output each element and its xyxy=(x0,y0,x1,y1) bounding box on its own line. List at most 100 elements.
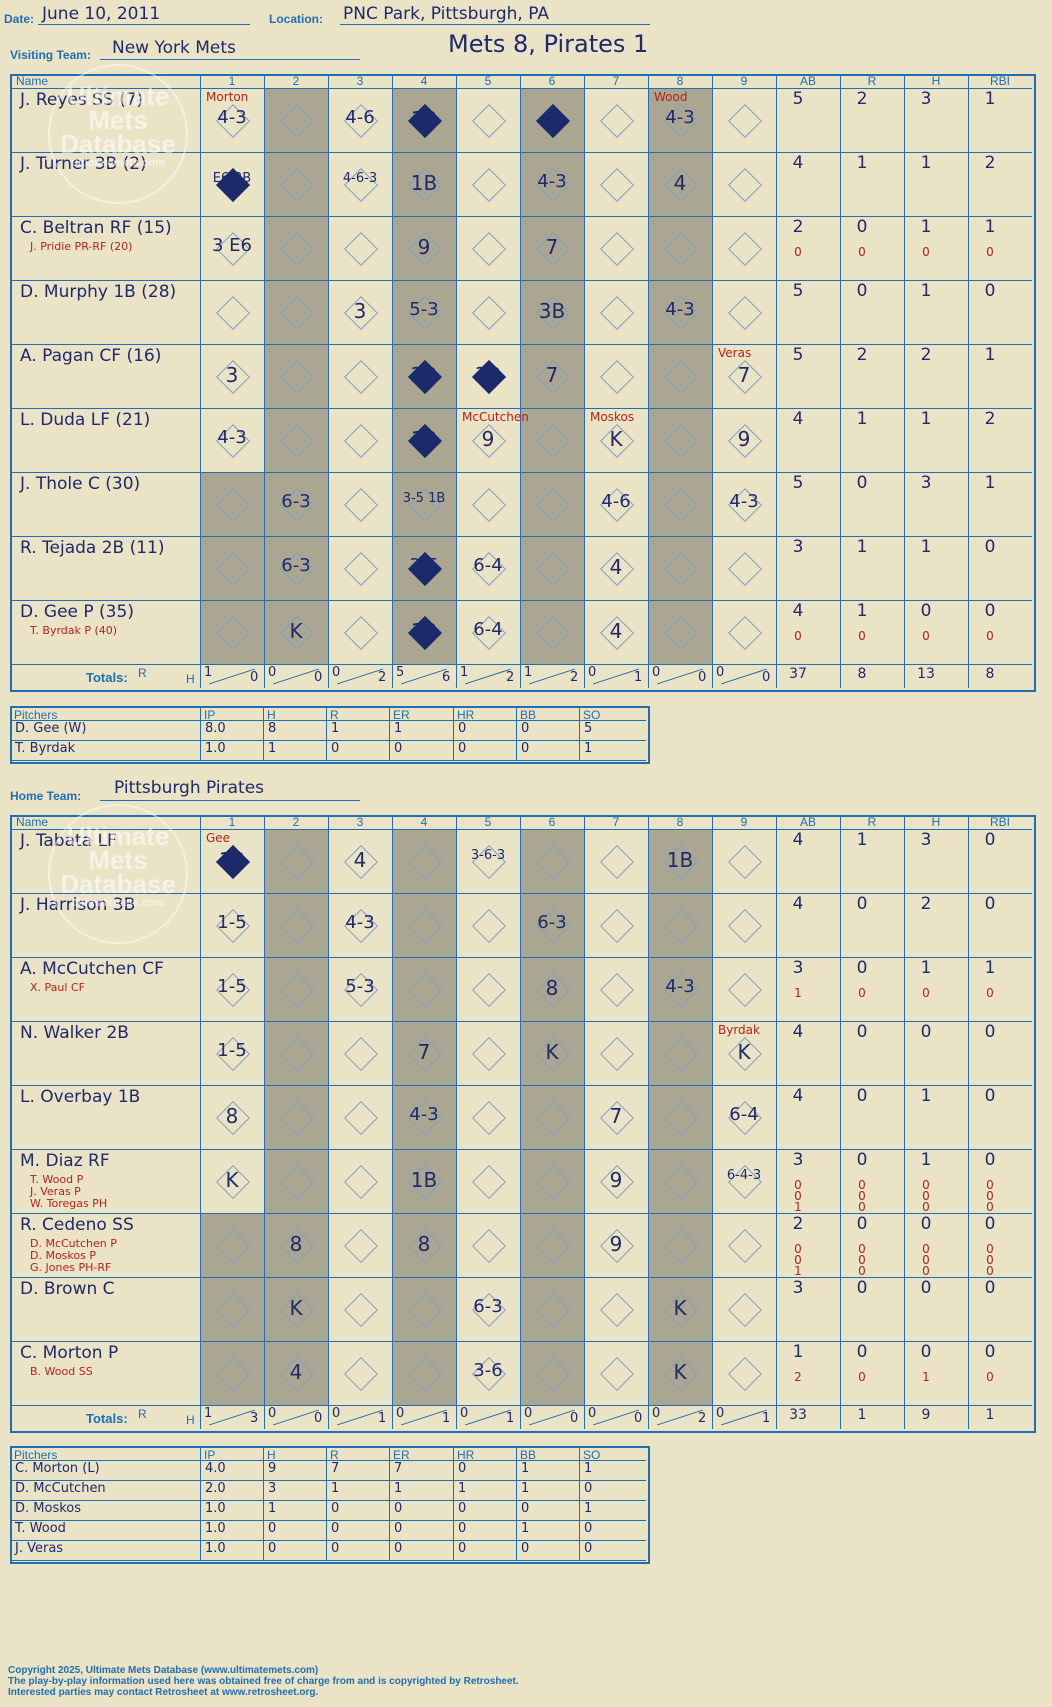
home-play-notation: K xyxy=(545,1040,559,1064)
visiting-pitchers-header: ER xyxy=(393,708,410,722)
visiting-hline xyxy=(10,216,1032,217)
home-play-notation: 6-4 xyxy=(729,1104,759,1125)
home-pitcher-cell: 1 xyxy=(521,1521,530,1536)
visiting-stat-rbi: 1 xyxy=(984,217,996,237)
visiting-inning-header: 8 xyxy=(676,74,684,88)
visiting-pitchers-vline xyxy=(200,706,201,760)
visiting-stat-r: 0 xyxy=(856,217,868,237)
home-stat-r: 0 xyxy=(856,958,868,978)
visiting-play-notation: 7 xyxy=(545,363,559,387)
home-shade-cell xyxy=(264,1213,328,1277)
visiting-hline xyxy=(10,472,1032,473)
visiting-pitchers-header: HR xyxy=(457,708,475,722)
home-shade-cell xyxy=(392,1085,456,1149)
home-shade-cell xyxy=(520,1341,584,1405)
visiting-play-notation: 3 xyxy=(225,363,239,387)
home-stat-rbi: 1 xyxy=(984,958,996,978)
home-stat-h: 0 xyxy=(920,1342,932,1362)
home-sub-stat-rbi: 0 xyxy=(986,1253,994,1267)
home-hline xyxy=(10,1277,1032,1278)
visiting-pitcher-cell: 1.0 xyxy=(205,741,226,756)
home-pitcher-cell: 0 xyxy=(394,1541,403,1556)
home-inning-runs: 0 xyxy=(716,1406,725,1421)
home-inning-header: 6 xyxy=(548,815,556,829)
visiting-pitcher-cell: 1 xyxy=(268,741,277,756)
home-sub-stat-rbi: 0 xyxy=(986,1200,994,1214)
footer-line-3: Interested parties may contact Retroshee… xyxy=(8,1687,319,1698)
visiting-pitchers-vline xyxy=(263,706,264,760)
visiting-pitchers-vline xyxy=(516,706,517,760)
visiting-shade-cell xyxy=(264,280,328,344)
home-inning-runs: 0 xyxy=(524,1406,533,1421)
visiting-stat-ab: 3 xyxy=(792,537,804,557)
visiting-totals-h-label: H xyxy=(186,672,195,686)
home-pitchers-vline xyxy=(200,1446,201,1560)
visiting-pitcher-cell: 0 xyxy=(394,741,403,756)
visiting-play-notation: 4-6 xyxy=(601,491,631,512)
home-stat-ab: 3 xyxy=(792,958,804,978)
home-shade-cell xyxy=(648,1021,712,1085)
home-sub-player-name: X. Paul CF xyxy=(30,981,85,994)
visiting-vline xyxy=(520,74,521,688)
visiting-pitcher-cell: 0 xyxy=(458,741,467,756)
home-inning-header: 5 xyxy=(484,815,492,829)
visiting-player-name: C. Beltran RF (15) xyxy=(20,218,172,238)
location-label: Location: xyxy=(269,12,323,26)
home-play-notation: 3-6-3 xyxy=(470,848,506,863)
visiting-inning-header: 5 xyxy=(484,74,492,88)
visiting-shade-cell xyxy=(648,408,712,472)
visiting-play-notation: 3 E6 xyxy=(212,235,252,256)
visiting-pitcher-cell: 1 xyxy=(394,721,403,736)
home-shade-cell xyxy=(392,1021,456,1085)
home-sub-stat-h: 0 xyxy=(922,1200,930,1214)
visiting-sub-stat-ab: 0 xyxy=(794,629,802,643)
home-pitchers-hline xyxy=(10,1520,646,1521)
visiting-total-r: 8 xyxy=(857,666,867,682)
home-sub-player-name: D. McCutchen P xyxy=(30,1237,117,1250)
visiting-inning-runs: 0 xyxy=(268,665,277,680)
visiting-play-notation: 6-3 xyxy=(281,555,311,576)
home-stat-h: 2 xyxy=(920,894,932,914)
home-stat-rbi: 0 xyxy=(984,1022,996,1042)
visiting-pitcher-cell: 5 xyxy=(584,721,593,736)
home-stat-h: 1 xyxy=(920,958,932,978)
visiting-play-notation: 1B xyxy=(410,427,438,451)
visiting-inning-header: 7 xyxy=(612,74,620,88)
visiting-inning-runs: 1 xyxy=(204,665,213,680)
home-shade-cell xyxy=(264,1277,328,1341)
home-sub-stat-rbi: 0 xyxy=(986,1189,994,1203)
visiting-inning-header: 2 xyxy=(292,74,300,88)
home-play-notation: 1-5 xyxy=(217,1040,247,1061)
footer-line-1: Copyright 2025, Ultimate Mets Database (… xyxy=(8,1665,319,1676)
location-underline xyxy=(340,24,650,25)
home-inning-hits: 1 xyxy=(506,1411,515,1426)
visiting-play-notation: 4-3 xyxy=(729,491,759,512)
score-title: Mets 8, Pirates 1 xyxy=(448,30,649,58)
home-inning-hits: 0 xyxy=(634,1411,643,1426)
visiting-shade-cell xyxy=(392,152,456,216)
visiting-sub-stat-r: 0 xyxy=(858,629,866,643)
visiting-hline xyxy=(10,344,1032,345)
home-vline xyxy=(200,815,201,1429)
visiting-play-notation: 6-3 xyxy=(281,491,311,512)
home-pitcher-cell: 2.0 xyxy=(205,1481,226,1496)
home-play-notation: K xyxy=(225,1168,239,1192)
home-shade-cell xyxy=(520,1085,584,1149)
home-inning-runs: 0 xyxy=(268,1406,277,1421)
home-sub-stat-h: 1 xyxy=(922,1370,930,1384)
visiting-shade-cell xyxy=(264,600,328,664)
visiting-stat-h: 1 xyxy=(920,281,932,301)
home-inning-hits: 3 xyxy=(250,1411,259,1426)
home-sub-stat-rbi: 0 xyxy=(986,986,994,1000)
visiting-stat-ab: 4 xyxy=(792,601,804,621)
visiting-stat-rbi: 2 xyxy=(984,153,996,173)
home-play-notation: 8 xyxy=(289,1232,303,1256)
home-play-notation: 8 xyxy=(545,976,559,1000)
visiting-vline xyxy=(712,74,713,688)
visiting-pitcher-cell: 0 xyxy=(458,721,467,736)
visiting-stat-header: R xyxy=(867,74,877,88)
visiting-play-notation: 9 xyxy=(417,235,431,259)
visiting-inning-runs: 0 xyxy=(652,665,661,680)
home-play-notation: K xyxy=(673,1360,687,1384)
visiting-stat-h: 1 xyxy=(920,217,932,237)
